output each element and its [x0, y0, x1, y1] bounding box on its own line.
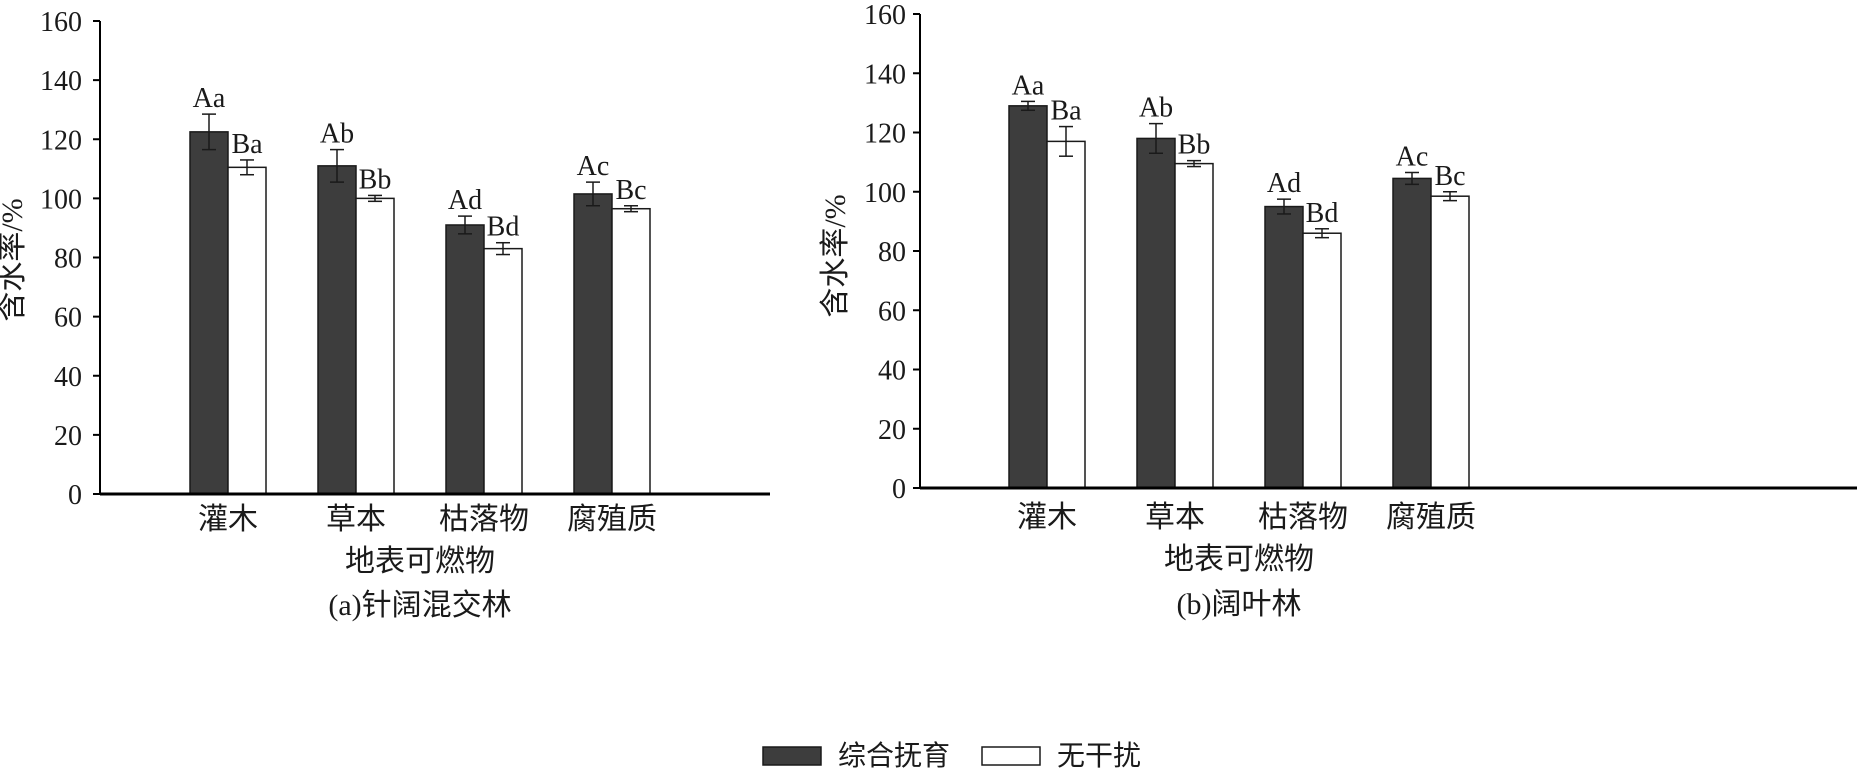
bar-control [355, 197, 395, 495]
x-axis-title: 地表可燃物 [345, 545, 495, 578]
bar-treated [1008, 105, 1048, 489]
significance-label: Bc [615, 175, 646, 206]
legend-label-control: 无干扰 [1057, 740, 1141, 772]
y-tick-label: 100 [864, 178, 906, 209]
bar-control [483, 247, 523, 495]
significance-label: Ad [1267, 168, 1301, 199]
significance-label: Ab [1139, 93, 1173, 124]
bar-control [611, 207, 651, 495]
y-tick-label: 20 [54, 421, 82, 452]
y-tick-label: 0 [68, 480, 82, 511]
y-tick-label: 80 [54, 244, 82, 275]
significance-label: Bc [1434, 161, 1465, 192]
y-tick-label: 20 [878, 415, 906, 446]
significance-label: Ab [320, 119, 354, 150]
significance-label: Bd [1306, 198, 1339, 229]
y-tick-label: 140 [864, 59, 906, 90]
panel-caption: (a)针阔混交林 [328, 589, 511, 622]
significance-label: Ac [577, 151, 610, 182]
legend: 综合抚育 无干扰 [762, 740, 1141, 772]
bar-control [227, 166, 267, 495]
y-tick-label: 40 [878, 356, 906, 387]
y-tick-label: 120 [864, 119, 906, 150]
y-tick-label: 0 [892, 474, 906, 505]
x-category-label: 灌木 [1017, 501, 1077, 534]
significance-label: Aa [1012, 70, 1045, 101]
significance-label: Aa [193, 83, 226, 114]
panel-caption: (b)阔叶林 [1177, 588, 1302, 621]
x-category-label: 腐殖质 [567, 503, 657, 536]
significance-label: Ac [1396, 141, 1429, 172]
y-tick-label: 40 [54, 362, 82, 393]
x-category-label: 枯落物 [439, 503, 529, 536]
x-category-label: 灌木 [198, 503, 258, 536]
y-tick-label: 60 [878, 296, 906, 327]
significance-label: Ba [231, 129, 263, 160]
y-tick-label: 160 [864, 0, 906, 31]
panel-b: 0 20 40 60 80 100 120 140 160 Aa Ab Ad Ac Ba Bb Bd Bc 灌木 草… [819, 0, 1857, 621]
bar-treated [1392, 177, 1432, 489]
bar-control [1430, 195, 1470, 489]
x-category-label: 草本 [326, 503, 386, 536]
significance-label: Ad [448, 185, 482, 216]
y-axis-title: 含水率/% [0, 198, 29, 321]
bar-treated [189, 131, 229, 495]
y-tick-label: 120 [40, 125, 82, 156]
bar-treated [573, 193, 613, 495]
significance-label: Ba [1050, 96, 1082, 127]
bar-control [1174, 162, 1214, 489]
y-tick-label: 80 [878, 237, 906, 268]
y-tick-label: 60 [54, 303, 82, 334]
bar-treated [1264, 205, 1304, 489]
x-category-label: 腐殖质 [1386, 501, 1476, 534]
y-tick-label: 160 [40, 7, 82, 38]
significance-label: Bb [359, 164, 392, 195]
legend-label-treated: 综合抚育 [838, 740, 950, 772]
x-category-label: 草本 [1145, 501, 1205, 534]
y-axis-title: 含水率/% [819, 194, 852, 317]
y-tick-label: 140 [40, 66, 82, 97]
x-axis-title: 地表可燃物 [1164, 543, 1314, 576]
significance-label: Bb [1178, 130, 1211, 161]
significance-label: Bd [487, 212, 520, 243]
bar-control [1046, 140, 1086, 489]
x-category-label: 枯落物 [1258, 501, 1348, 534]
bar-treated [317, 165, 357, 495]
panel-a: 0 20 40 60 80 100 120 140 160 Aa Ab Ad Ac Ba Bb Bd Bc 灌木 草… [0, 7, 770, 622]
bar-treated [445, 224, 485, 495]
legend-swatch-control [981, 746, 1041, 766]
bar-treated [1136, 137, 1176, 489]
legend-swatch-treated [762, 746, 822, 766]
y-tick-label: 100 [40, 184, 82, 215]
bar-control [1302, 232, 1342, 489]
